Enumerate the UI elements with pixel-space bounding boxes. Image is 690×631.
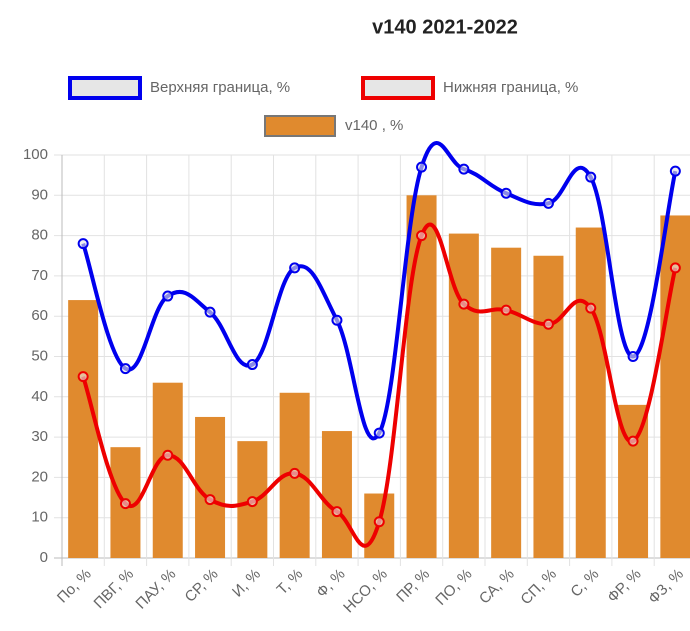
- legend-label: Верхняя граница, %: [150, 79, 290, 96]
- point: [289, 262, 301, 274]
- x-tick-label: Т, %: [274, 566, 307, 599]
- bar: [406, 195, 437, 559]
- point: [373, 516, 385, 528]
- x-tick-label: НСО, %: [340, 566, 391, 617]
- point: [416, 161, 428, 173]
- point: [542, 318, 554, 330]
- bar: [491, 247, 522, 558]
- point: [289, 467, 301, 479]
- point: [119, 498, 131, 510]
- x-tick-label: ФР, %: [604, 566, 644, 606]
- point: [77, 371, 89, 383]
- bar: [533, 255, 564, 558]
- y-tick-label: 40: [31, 388, 48, 405]
- point: [77, 238, 89, 250]
- bar: [575, 227, 606, 559]
- y-tick-label: 60: [31, 307, 48, 324]
- x-tick-label: ПО, %: [432, 566, 475, 609]
- y-tick-label: 100: [23, 146, 48, 163]
- point: [627, 351, 639, 362]
- point: [458, 163, 470, 175]
- point: [331, 506, 343, 518]
- chart-title: v140 2021-2022: [372, 16, 518, 38]
- y-tick-label: 90: [31, 186, 48, 203]
- point: [204, 494, 216, 506]
- point: [373, 427, 385, 439]
- y-tick-label: 10: [31, 509, 48, 526]
- x-tick-label: ПВГ, %: [91, 566, 137, 612]
- x-tick-label: СА, %: [476, 566, 518, 608]
- point: [162, 290, 174, 302]
- y-tick-label: 0: [40, 549, 48, 566]
- point: [458, 298, 470, 310]
- line: [81, 140, 678, 441]
- point: [500, 187, 512, 199]
- legend-swatch: [264, 115, 336, 137]
- point: [246, 496, 258, 508]
- legend-swatch: [361, 76, 435, 100]
- point: [500, 304, 512, 316]
- legend-label: Нижняя граница, %: [443, 79, 578, 96]
- y-tick-label: 80: [31, 227, 48, 244]
- x-tick-label: ПАУ, %: [132, 566, 179, 613]
- bar: [321, 431, 352, 558]
- point: [627, 435, 639, 447]
- point: [162, 449, 174, 461]
- y-tick-label: 70: [31, 267, 48, 284]
- y-tick-label: 50: [31, 347, 48, 364]
- point: [246, 359, 258, 371]
- x-tick-label: Ф, %: [313, 566, 348, 601]
- x-tick-label: СП, %: [517, 566, 560, 609]
- x-tick-label: ФЗ, %: [645, 566, 687, 608]
- legend-label: v140 , %: [345, 117, 403, 134]
- point: [585, 302, 597, 314]
- point: [331, 314, 343, 326]
- point: [669, 262, 681, 274]
- x-tick-label: С, %: [567, 566, 602, 601]
- point: [416, 230, 428, 242]
- x-tick-label: СР, %: [182, 566, 222, 606]
- y-tick-label: 30: [31, 428, 48, 445]
- point: [119, 363, 131, 375]
- bar: [152, 382, 183, 558]
- legend-swatch: [68, 76, 142, 100]
- x-tick-label: И, %: [229, 566, 264, 601]
- y-tick-label: 20: [31, 468, 48, 485]
- x-tick-label: По, %: [54, 566, 95, 607]
- point: [204, 306, 216, 318]
- point: [669, 165, 681, 177]
- x-tick-label: ПР, %: [393, 566, 433, 606]
- point: [542, 197, 554, 209]
- point: [585, 171, 597, 183]
- bar: [68, 300, 99, 558]
